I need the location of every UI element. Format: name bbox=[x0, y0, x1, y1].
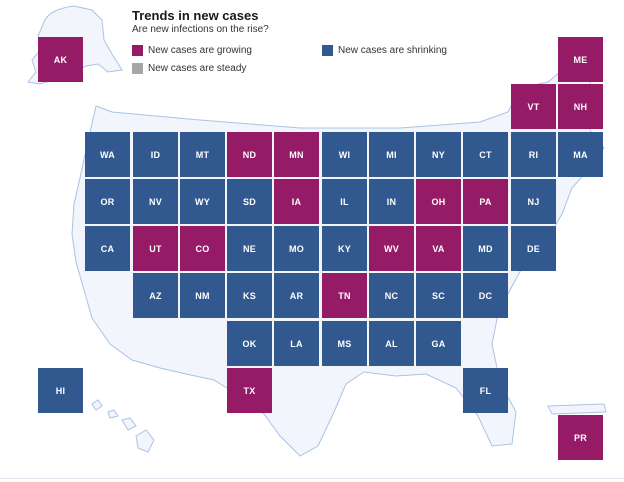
hawaii-island-3 bbox=[121, 417, 137, 431]
state-tile-oh[interactable]: OH bbox=[416, 179, 461, 224]
state-tile-ma[interactable]: MA bbox=[558, 132, 603, 177]
state-tile-wv[interactable]: WV bbox=[369, 226, 414, 271]
state-tile-hi[interactable]: HI bbox=[38, 368, 83, 413]
state-tile-tx[interactable]: TX bbox=[227, 368, 272, 413]
state-tile-de[interactable]: DE bbox=[511, 226, 556, 271]
state-tile-az[interactable]: AZ bbox=[133, 273, 178, 318]
state-tile-ok[interactable]: OK bbox=[227, 321, 272, 366]
legend-item-steady: New cases are steady bbox=[132, 63, 246, 74]
state-tile-wy[interactable]: WY bbox=[180, 179, 225, 224]
state-tile-la[interactable]: LA bbox=[274, 321, 319, 366]
state-tile-sd[interactable]: SD bbox=[227, 179, 272, 224]
state-tile-il[interactable]: IL bbox=[322, 179, 367, 224]
state-tile-ri[interactable]: RI bbox=[511, 132, 556, 177]
state-tile-wa[interactable]: WA bbox=[85, 132, 130, 177]
state-tile-ia[interactable]: IA bbox=[274, 179, 319, 224]
state-tile-ny[interactable]: NY bbox=[416, 132, 461, 177]
state-tile-mt[interactable]: MT bbox=[180, 132, 225, 177]
legend-label-shrinking: New cases are shrinking bbox=[338, 45, 447, 56]
state-tile-nv[interactable]: NV bbox=[133, 179, 178, 224]
state-tile-nc[interactable]: NC bbox=[369, 273, 414, 318]
state-tile-nj[interactable]: NJ bbox=[511, 179, 556, 224]
state-tile-me[interactable]: ME bbox=[558, 37, 603, 82]
state-tile-sc[interactable]: SC bbox=[416, 273, 461, 318]
state-tile-ks[interactable]: KS bbox=[227, 273, 272, 318]
legend-swatch-shrinking bbox=[322, 45, 333, 56]
state-tile-or[interactable]: OR bbox=[85, 179, 130, 224]
state-tile-ne[interactable]: NE bbox=[227, 226, 272, 271]
puerto-rico-shape bbox=[547, 403, 607, 415]
legend-label-steady: New cases are steady bbox=[148, 63, 247, 74]
state-tile-nd[interactable]: ND bbox=[227, 132, 272, 177]
state-tile-fl[interactable]: FL bbox=[463, 368, 508, 413]
bottom-divider bbox=[0, 478, 624, 479]
state-tile-co[interactable]: CO bbox=[180, 226, 225, 271]
state-tile-ar[interactable]: AR bbox=[274, 273, 319, 318]
state-tile-va[interactable]: VA bbox=[416, 226, 461, 271]
state-tile-nm[interactable]: NM bbox=[180, 273, 225, 318]
state-tile-in[interactable]: IN bbox=[369, 179, 414, 224]
state-tile-tn[interactable]: TN bbox=[322, 273, 367, 318]
map-title: Trends in new cases bbox=[132, 8, 259, 23]
hawaii-island-4 bbox=[135, 429, 155, 453]
legend-item-growing: New cases are growing bbox=[132, 45, 252, 56]
legend-item-shrinking: New cases are shrinking bbox=[322, 45, 447, 56]
hawaii-island-1 bbox=[91, 399, 103, 411]
state-tile-mi[interactable]: MI bbox=[369, 132, 414, 177]
map-subtitle: Are new infections on the rise? bbox=[132, 24, 269, 35]
state-tile-pa[interactable]: PA bbox=[463, 179, 508, 224]
state-tile-mn[interactable]: MN bbox=[274, 132, 319, 177]
state-tile-ak[interactable]: AK bbox=[38, 37, 83, 82]
state-tile-ut[interactable]: UT bbox=[133, 226, 178, 271]
legend-label-growing: New cases are growing bbox=[148, 45, 252, 56]
state-tile-id[interactable]: ID bbox=[133, 132, 178, 177]
state-tile-mo[interactable]: MO bbox=[274, 226, 319, 271]
state-tile-ky[interactable]: KY bbox=[322, 226, 367, 271]
state-tile-ct[interactable]: CT bbox=[463, 132, 508, 177]
state-tile-md[interactable]: MD bbox=[463, 226, 508, 271]
state-tile-pr[interactable]: PR bbox=[558, 415, 603, 460]
state-tile-dc[interactable]: DC bbox=[463, 273, 508, 318]
legend-swatch-steady bbox=[132, 63, 143, 74]
state-tile-ga[interactable]: GA bbox=[416, 321, 461, 366]
state-tile-vt[interactable]: VT bbox=[511, 84, 556, 129]
legend-swatch-growing bbox=[132, 45, 143, 56]
hawaii-island-2 bbox=[107, 409, 119, 419]
state-tile-al[interactable]: AL bbox=[369, 321, 414, 366]
state-tile-ms[interactable]: MS bbox=[322, 321, 367, 366]
state-tile-wi[interactable]: WI bbox=[322, 132, 367, 177]
state-tile-nh[interactable]: NH bbox=[558, 84, 603, 129]
state-tile-ca[interactable]: CA bbox=[85, 226, 130, 271]
